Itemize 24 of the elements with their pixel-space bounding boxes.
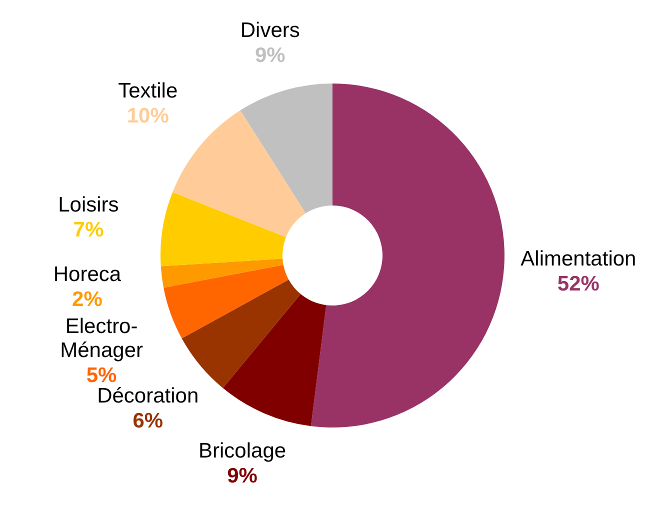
data-label: 9% — [254, 44, 286, 68]
data-label: 5% — [86, 364, 118, 387]
slice-label: Bricolage — [198, 439, 286, 462]
data-label: 10% — [126, 104, 170, 128]
data-label: 6% — [132, 409, 164, 432]
slice-label: Décoration — [97, 384, 199, 408]
slice-label: Horeca — [53, 262, 122, 286]
slice-label: Loisirs — [58, 193, 119, 216]
data-label: 9% — [227, 464, 258, 488]
data-label: 7% — [73, 218, 104, 242]
slice-label: Alimentation — [520, 248, 636, 271]
data-label: 2% — [72, 288, 103, 311]
slice-label: Textile — [118, 80, 178, 103]
donut-slice — [160, 258, 284, 288]
slice-label: Divers — [240, 19, 300, 42]
donut-slice — [240, 84, 332, 214]
donut-slice — [172, 110, 306, 238]
donut-slice — [160, 192, 286, 266]
data-label: 52% — [557, 272, 600, 296]
donut-slice — [222, 294, 326, 426]
slice-label: Electro-Ménager — [60, 314, 143, 362]
donut-slice — [310, 84, 504, 428]
donut-slice — [182, 280, 301, 388]
donut-slice — [164, 264, 289, 338]
